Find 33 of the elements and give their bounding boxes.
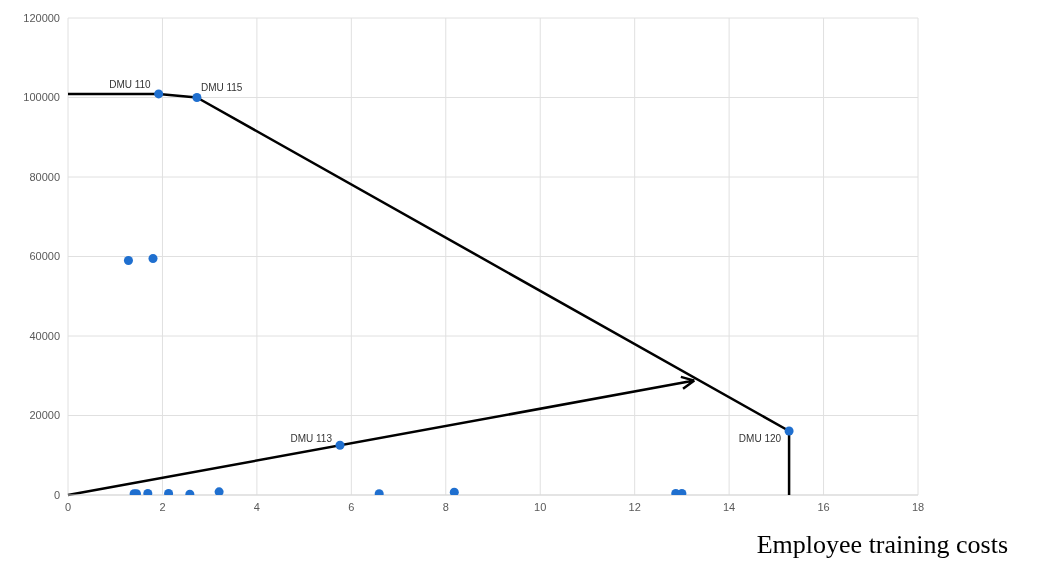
y-tick-label: 20000 <box>29 409 60 422</box>
point <box>123 255 133 265</box>
point <box>214 487 224 495</box>
point <box>154 89 164 99</box>
x-tick-label: 0 <box>64 500 72 513</box>
y-tick-label: 40000 <box>29 329 60 342</box>
y-tick-label: 100000 <box>23 91 60 104</box>
annotation: DMU 113 <box>290 432 333 444</box>
annotation: DMU 115 <box>200 82 243 94</box>
x-tick-label: 6 <box>348 500 355 513</box>
y-tick-label: 60000 <box>29 250 60 263</box>
x-tick-label: 10 <box>534 500 547 513</box>
annotation: DMU 120 <box>738 432 782 444</box>
point <box>164 488 174 495</box>
y-tick-label: 0 <box>53 488 60 501</box>
annotation: DMU 110 <box>109 78 152 90</box>
point <box>192 92 202 103</box>
x-axis-title: Employee training costs <box>755 530 1008 560</box>
point <box>677 488 687 495</box>
y-tick-label: 120000 <box>23 11 60 24</box>
x-tick-label: 2 <box>159 500 166 513</box>
x-tick-label: 18 <box>911 500 925 513</box>
point <box>784 426 794 436</box>
point <box>449 487 459 495</box>
x-tick-label: 8 <box>442 500 449 513</box>
y-tick-label: 80000 <box>29 170 60 183</box>
x-tick-label: 16 <box>817 500 830 513</box>
x-tick-label: 12 <box>628 500 641 513</box>
point <box>335 440 345 450</box>
x-tick-label: 4 <box>253 500 260 513</box>
x-tick-label: 14 <box>722 500 736 513</box>
point <box>148 253 158 263</box>
point <box>143 488 153 495</box>
